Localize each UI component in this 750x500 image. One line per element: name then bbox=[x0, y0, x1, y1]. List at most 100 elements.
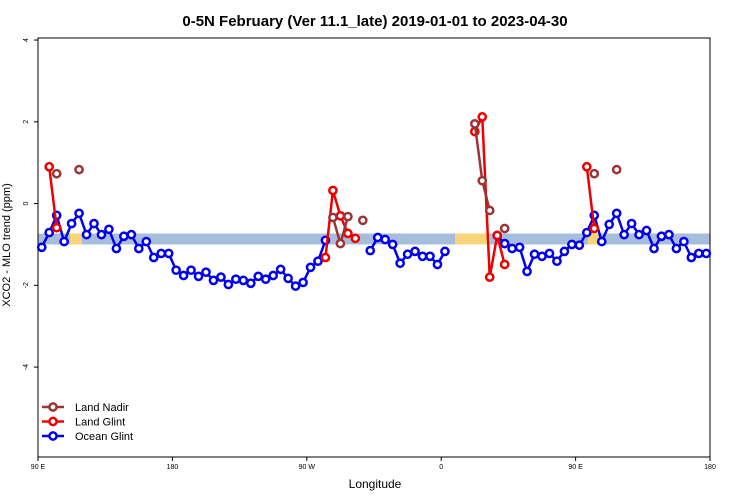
x-tick-label: 0 bbox=[439, 464, 443, 471]
data-point bbox=[634, 229, 644, 240]
data-point bbox=[231, 274, 241, 285]
data-point bbox=[119, 231, 129, 242]
data-point bbox=[313, 256, 323, 267]
data-point bbox=[74, 164, 84, 175]
data-point bbox=[111, 243, 122, 254]
legend-label: Land Nadir bbox=[75, 402, 129, 414]
data-point bbox=[440, 246, 450, 257]
data-point bbox=[499, 223, 510, 234]
data-point bbox=[380, 234, 391, 245]
data-point bbox=[574, 240, 585, 251]
data-point bbox=[51, 168, 62, 179]
legend-marker bbox=[48, 402, 58, 412]
data-point bbox=[410, 246, 420, 257]
data-point bbox=[469, 118, 480, 129]
data-point bbox=[36, 242, 47, 253]
data-point bbox=[283, 273, 293, 284]
data-point bbox=[701, 248, 712, 259]
y-tick-label: 0 bbox=[23, 202, 30, 206]
data-point bbox=[343, 211, 353, 222]
data-point bbox=[193, 271, 204, 282]
data-point bbox=[238, 275, 249, 286]
data-point bbox=[589, 223, 600, 234]
data-point bbox=[253, 271, 264, 282]
data-point bbox=[268, 270, 279, 281]
x-tick-label: 90 W bbox=[299, 464, 316, 471]
data-point bbox=[343, 228, 353, 239]
data-point bbox=[357, 215, 368, 226]
data-point bbox=[245, 278, 256, 289]
x-tick-label: 180 bbox=[167, 464, 179, 471]
data-point bbox=[552, 256, 562, 267]
legend: Land Nadir Land Glint Ocean Glint bbox=[42, 402, 133, 443]
data-point bbox=[671, 243, 682, 254]
data-point bbox=[514, 242, 525, 253]
data-point bbox=[499, 259, 510, 270]
data-point bbox=[477, 175, 488, 186]
data-point bbox=[402, 249, 413, 260]
data-point bbox=[290, 281, 301, 291]
data-point bbox=[484, 272, 495, 282]
data-point bbox=[328, 185, 338, 196]
data-point bbox=[275, 264, 286, 275]
y-tick-label: 4 bbox=[23, 38, 30, 42]
data-point bbox=[201, 267, 211, 278]
x-tick-label: 90 E bbox=[31, 464, 46, 471]
data-point bbox=[148, 252, 159, 263]
data-point bbox=[59, 236, 69, 247]
data-point bbox=[581, 161, 592, 172]
data-point bbox=[499, 238, 510, 249]
data-point bbox=[350, 233, 361, 244]
data-point bbox=[163, 248, 174, 259]
data-point bbox=[186, 265, 196, 276]
data-point bbox=[387, 239, 398, 250]
data-point bbox=[626, 218, 637, 229]
data-point bbox=[260, 274, 271, 285]
data-point bbox=[51, 222, 62, 233]
data-point bbox=[596, 236, 607, 247]
data-point bbox=[432, 259, 443, 270]
x-axis-label: Longitude bbox=[349, 477, 402, 491]
data-point bbox=[81, 229, 92, 240]
data-point bbox=[133, 243, 144, 254]
data-point bbox=[156, 248, 167, 259]
data-point bbox=[216, 272, 226, 282]
y-axis-label: XCO2 - MLO trend (ppm) bbox=[1, 183, 13, 306]
data-point bbox=[507, 243, 517, 254]
y-tick-label: -4 bbox=[23, 364, 30, 370]
legend-marker bbox=[48, 416, 58, 427]
data-point bbox=[126, 229, 137, 240]
data-point bbox=[305, 262, 316, 273]
data-point bbox=[89, 218, 99, 229]
data-point bbox=[529, 249, 540, 260]
x-tick-label: 90 E bbox=[568, 464, 583, 471]
data-point bbox=[365, 245, 376, 256]
data-point bbox=[417, 251, 428, 262]
data-point bbox=[178, 270, 189, 281]
data-point bbox=[335, 210, 346, 221]
data-point bbox=[544, 248, 555, 259]
data-point bbox=[589, 168, 600, 179]
data-point bbox=[686, 252, 697, 263]
data-point bbox=[372, 232, 383, 243]
data-point bbox=[425, 251, 435, 262]
data-point bbox=[74, 208, 84, 219]
data-point bbox=[328, 212, 338, 223]
data-point bbox=[477, 112, 488, 122]
legend-marker bbox=[48, 431, 58, 441]
legend-label: Land Glint bbox=[75, 417, 125, 429]
data-point bbox=[611, 208, 622, 219]
data-point bbox=[298, 277, 308, 288]
data-point bbox=[320, 252, 331, 263]
data-point bbox=[141, 236, 152, 247]
y-tick-label: -2 bbox=[23, 282, 30, 288]
data-point bbox=[522, 266, 532, 277]
data-point bbox=[171, 265, 181, 276]
data-point bbox=[559, 246, 570, 257]
data-point bbox=[679, 236, 689, 247]
data-point bbox=[395, 258, 405, 269]
data-point bbox=[604, 219, 615, 230]
data-point bbox=[104, 224, 114, 235]
